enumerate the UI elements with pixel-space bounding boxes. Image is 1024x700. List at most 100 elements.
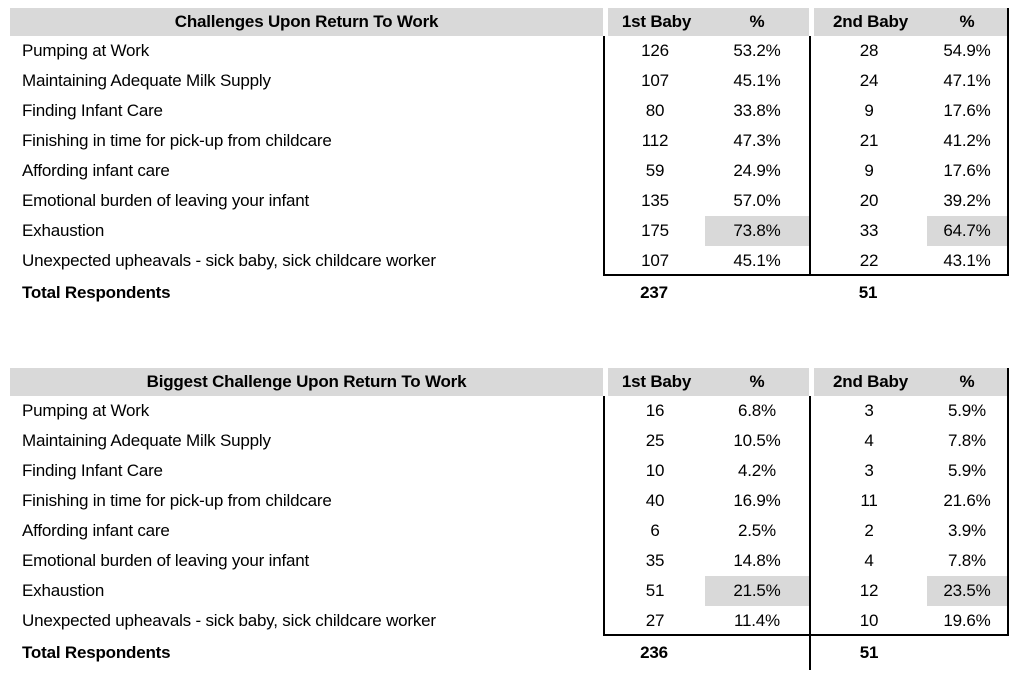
- count-1st-baby: 27: [603, 606, 705, 636]
- pct-1st-baby: 45.1%: [733, 71, 781, 90]
- count-2nd-baby: 9: [809, 96, 927, 126]
- pct-2nd-baby: 54.9%: [927, 36, 1009, 66]
- pct-1st-baby-highlighted: 21.5%: [705, 576, 809, 606]
- challenge-label: Unexpected upheavals - sick baby, sick c…: [22, 611, 436, 630]
- count-1st-baby: 51: [603, 576, 705, 606]
- challenge-label: Emotional burden of leaving your infant: [22, 551, 310, 570]
- count-2nd-baby: 11: [809, 486, 927, 516]
- total-label: Total Respondents: [22, 283, 171, 302]
- pct-2nd-baby: 5.9%: [927, 456, 1009, 486]
- total-1st-baby: 236: [640, 643, 668, 662]
- count-1st-baby: 126: [603, 36, 705, 66]
- challenge-label: Maintaining Adequate Milk Supply: [22, 431, 271, 450]
- challenge-label: Finding Infant Care: [22, 101, 163, 120]
- count-2nd-baby: 24: [809, 66, 927, 96]
- count-1st-baby: 135: [603, 186, 705, 216]
- empty-cell: [705, 636, 809, 670]
- count-1st-baby: 40: [603, 486, 705, 516]
- pct-1st-baby: 6.8%: [738, 401, 776, 420]
- pct-1st-baby: 57.0%: [733, 191, 781, 210]
- challenge-label: Finishing in time for pick-up from child…: [22, 491, 332, 510]
- count-2nd-baby: 28: [809, 36, 927, 66]
- pct-2nd-baby: 19.6%: [927, 606, 1009, 636]
- count-1st-baby: 10: [603, 456, 705, 486]
- count-2nd-baby: 2: [809, 516, 927, 546]
- pct-1st-baby-highlighted: 73.8%: [705, 216, 809, 246]
- pct-2nd-baby: 21.6%: [927, 486, 1009, 516]
- pct-2nd-baby: 17.6%: [927, 96, 1009, 126]
- count-2nd-baby: 10: [809, 606, 927, 636]
- empty-cell: [705, 276, 809, 310]
- pct-2nd-baby: 7.8%: [927, 546, 1009, 576]
- count-2nd-baby: 33: [809, 216, 927, 246]
- count-2nd-baby: 22: [809, 246, 927, 276]
- total-1st-baby: 237: [640, 283, 668, 302]
- pct-2nd-baby: 3.9%: [927, 516, 1009, 546]
- col-header-1st-baby: 1st Baby: [603, 8, 705, 36]
- challenge-label: Pumping at Work: [22, 41, 150, 60]
- col-header-1st-baby-pct: %: [705, 8, 809, 36]
- pct-1st-baby: 47.3%: [733, 131, 781, 150]
- count-2nd-baby: 4: [809, 426, 927, 456]
- pct-2nd-baby-highlighted: 23.5%: [927, 576, 1009, 606]
- pct-1st-baby: 10.5%: [733, 431, 781, 450]
- count-2nd-baby: 3: [809, 456, 927, 486]
- count-1st-baby: 107: [603, 66, 705, 96]
- total-label: Total Respondents: [22, 643, 171, 662]
- pct-1st-baby: 33.8%: [733, 101, 781, 120]
- count-2nd-baby: 4: [809, 546, 927, 576]
- challenge-label: Exhaustion: [22, 581, 105, 600]
- pct-2nd-baby: 43.1%: [927, 246, 1009, 276]
- pct-2nd-baby: 41.2%: [927, 126, 1009, 156]
- count-2nd-baby: 12: [809, 576, 927, 606]
- total-2nd-baby: 51: [809, 636, 927, 670]
- pct-1st-baby: 45.1%: [705, 246, 809, 276]
- challenge-label: Affording infant care: [22, 521, 170, 540]
- pct-2nd-baby: 17.6%: [927, 156, 1009, 186]
- challenge-label: Pumping at Work: [22, 401, 150, 420]
- count-1st-baby: 25: [603, 426, 705, 456]
- challenge-label: Finishing in time for pick-up from child…: [22, 131, 332, 150]
- pct-2nd-baby: 39.2%: [927, 186, 1009, 216]
- total-2nd-baby: 51: [858, 283, 878, 302]
- count-1st-baby: 175: [603, 216, 705, 246]
- pct-2nd-baby: 5.9%: [927, 396, 1009, 426]
- count-1st-baby: 35: [603, 546, 705, 576]
- count-1st-baby: 112: [603, 126, 705, 156]
- count-1st-baby: 16: [603, 396, 705, 426]
- pct-2nd-baby: 47.1%: [927, 66, 1009, 96]
- count-1st-baby: 107: [603, 246, 705, 276]
- col-header-2nd-baby: 2nd Baby: [809, 368, 927, 396]
- pct-1st-baby: 4.2%: [738, 461, 776, 480]
- pct-1st-baby: 53.2%: [733, 41, 781, 60]
- challenge-label: Finding Infant Care: [22, 461, 163, 480]
- col-header-2nd-baby-pct: %: [927, 8, 1009, 36]
- challenge-label: Emotional burden of leaving your infant: [22, 191, 310, 210]
- table-title: Biggest Challenge Upon Return To Work: [10, 368, 603, 396]
- pct-1st-baby: 2.5%: [738, 521, 776, 540]
- count-2nd-baby: 20: [809, 186, 927, 216]
- pct-1st-baby: 24.9%: [733, 161, 781, 180]
- count-2nd-baby: 3: [809, 396, 927, 426]
- challenge-label: Exhaustion: [22, 221, 105, 240]
- col-header-1st-baby: 1st Baby: [603, 368, 705, 396]
- col-header-2nd-baby: 2nd Baby: [809, 8, 927, 36]
- challenge-label: Unexpected upheavals - sick baby, sick c…: [22, 251, 436, 270]
- table-title: Challenges Upon Return To Work: [10, 8, 603, 36]
- challenges-table: Challenges Upon Return To Work 1st Baby …: [10, 8, 1009, 310]
- count-1st-baby: 59: [603, 156, 705, 186]
- col-header-1st-baby-pct: %: [705, 368, 809, 396]
- empty-cell: [927, 276, 1009, 310]
- pct-1st-baby: 14.8%: [733, 551, 781, 570]
- pct-2nd-baby-highlighted: 64.7%: [927, 216, 1009, 246]
- pct-1st-baby: 16.9%: [733, 491, 781, 510]
- empty-cell: [927, 636, 1009, 670]
- challenge-label: Affording infant care: [22, 161, 170, 180]
- count-1st-baby: 80: [603, 96, 705, 126]
- count-2nd-baby: 9: [809, 156, 927, 186]
- pct-2nd-baby: 7.8%: [927, 426, 1009, 456]
- col-header-2nd-baby-pct: %: [927, 368, 1009, 396]
- challenge-label: Maintaining Adequate Milk Supply: [22, 71, 271, 90]
- count-2nd-baby: 21: [809, 126, 927, 156]
- biggest-challenge-table: Biggest Challenge Upon Return To Work 1s…: [10, 368, 1009, 670]
